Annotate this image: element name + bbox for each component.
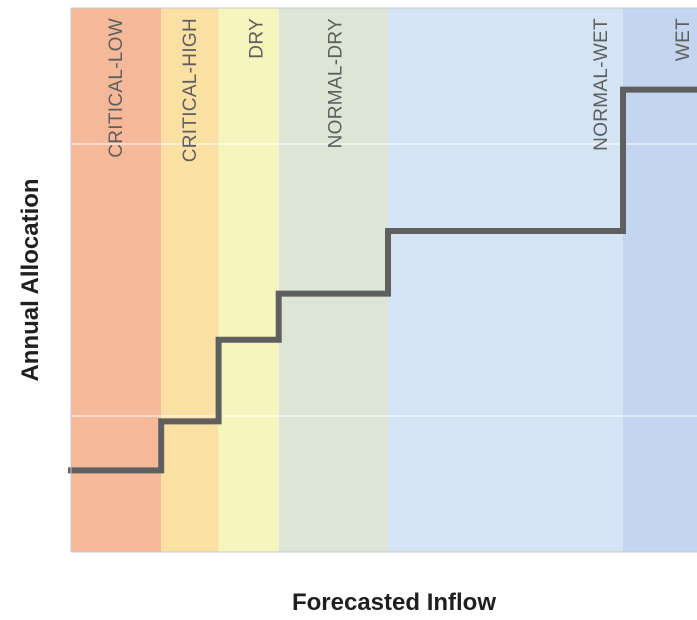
zone-label-normal-dry: NORMAL-DRY (325, 18, 346, 148)
y-axis-title: Annual Allocation (17, 178, 44, 381)
zone-band-critical-low (71, 8, 162, 552)
zone-label-critical-low: CRITICAL-LOW (106, 18, 127, 158)
zone-label-normal-wet: NORMAL-WET (591, 18, 612, 151)
zones-layer (71, 8, 697, 552)
grid-layer (71, 143, 697, 417)
zone-band-normal-wet (388, 8, 624, 552)
zone-band-critical-high (161, 8, 219, 552)
zone-band-normal-dry (278, 8, 388, 552)
x-axis-title: Forecasted Inflow (292, 589, 496, 615)
zone-label-wet: WET (673, 18, 694, 61)
zone-label-layer: CRITICAL-LOW CRITICAL-HIGH DRY NORMAL-DRY NO… (106, 18, 694, 162)
zone-label-critical-high: CRITICAL-HIGH (180, 18, 201, 162)
zone-band-dry (218, 8, 279, 552)
allocation-step-line (68, 86, 697, 474)
zone-band-wet (623, 8, 697, 552)
zone-label-dry: DRY (247, 18, 268, 59)
line-layer (68, 86, 697, 474)
